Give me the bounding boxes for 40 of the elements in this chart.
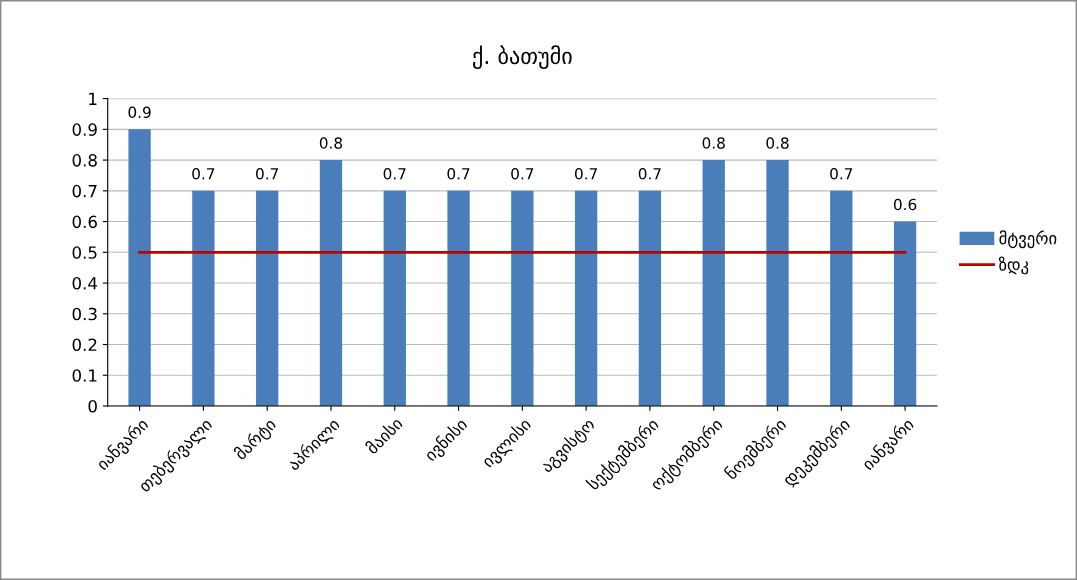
- data-label: 0.7: [575, 167, 597, 180]
- y-tick-label: 0.2: [72, 338, 97, 352]
- data-label: 0.7: [192, 167, 215, 180]
- bar: [830, 190, 853, 406]
- bar: [574, 190, 598, 406]
- bar: [383, 190, 406, 406]
- bar: [319, 160, 343, 406]
- data-label: 0.8: [702, 137, 725, 149]
- data-label: 0.9: [128, 106, 151, 119]
- data-label: 0.7: [830, 167, 853, 180]
- bar: [192, 190, 215, 406]
- chart-title: ქ. ბათუმი: [473, 45, 572, 70]
- bar: [256, 190, 279, 406]
- y-tick-label: 0.6: [72, 215, 97, 229]
- bar: [638, 190, 662, 406]
- data-label: 0.7: [447, 167, 470, 180]
- data-label: 0.7: [256, 167, 279, 180]
- bar: [893, 221, 917, 406]
- data-label: 0.7: [511, 167, 534, 180]
- data-label: 0.7: [383, 167, 406, 180]
- bar: [511, 190, 534, 406]
- bar: [128, 129, 151, 406]
- y-tick-label: 0.8: [72, 154, 97, 167]
- y-tick-label: 1: [89, 92, 97, 105]
- data-label: 0.8: [766, 137, 789, 149]
- bar: [766, 160, 789, 406]
- y-tick-label: 0.4: [72, 277, 98, 290]
- y-tick-label: 0.3: [72, 307, 97, 321]
- data-label: 0.8: [319, 137, 343, 149]
- bar: [702, 160, 725, 406]
- bar: [447, 190, 470, 406]
- y-tick-label: 0.5: [72, 246, 97, 259]
- y-tick-label: 0.9: [72, 123, 97, 136]
- legend-label: მტვერი: [999, 230, 1057, 249]
- legend-label: ზდკ: [998, 256, 1029, 275]
- data-label: 0.6: [893, 198, 917, 211]
- data-label: 0.7: [638, 167, 661, 180]
- y-tick-label: 0: [88, 399, 97, 413]
- y-tick-label: 0.1: [72, 369, 97, 382]
- y-tick-label: 0.7: [72, 184, 97, 198]
